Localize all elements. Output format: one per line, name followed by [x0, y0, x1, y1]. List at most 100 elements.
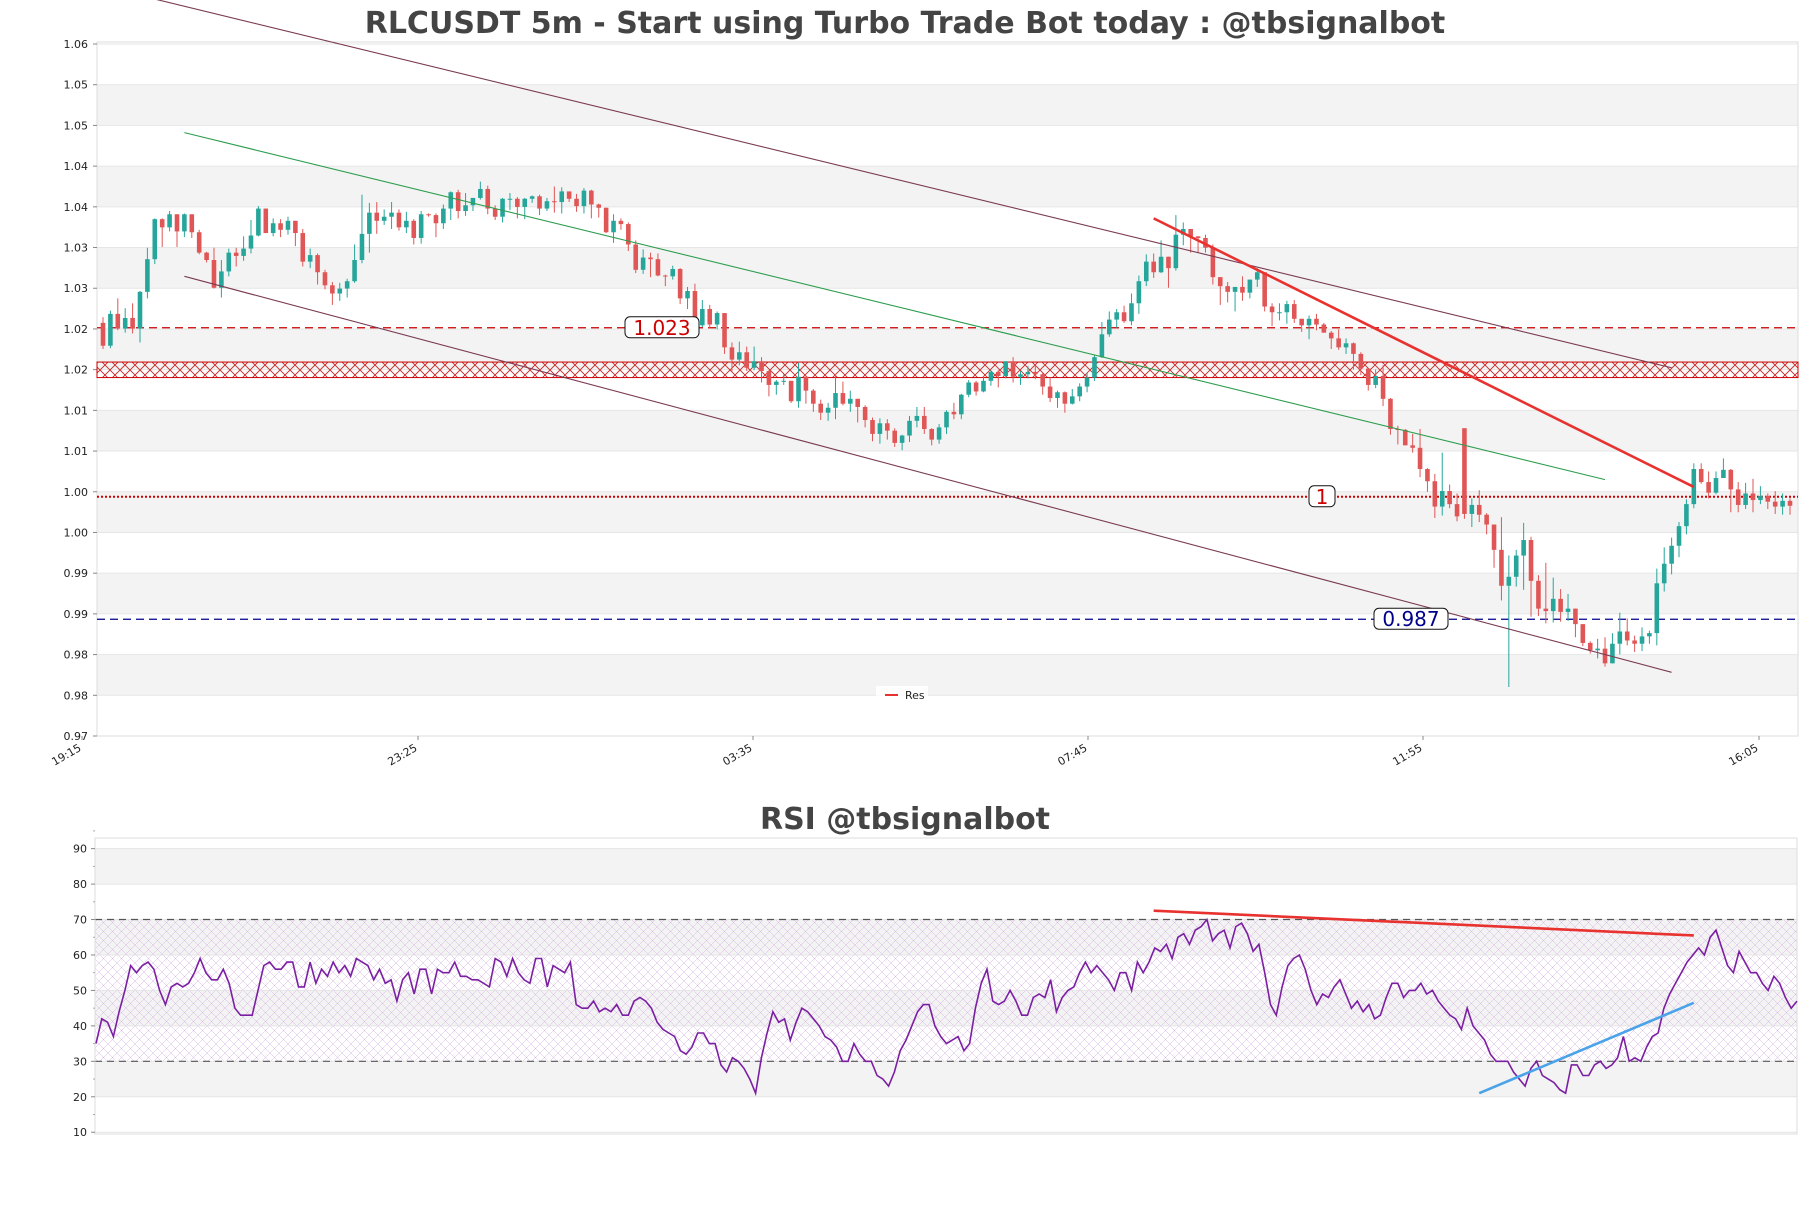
candle-body [929, 429, 934, 440]
candle-body [870, 420, 875, 434]
candle-body [233, 252, 239, 256]
rsi-y-axis: 10 20 30 40 50 60 70 80 90 [73, 830, 95, 1139]
candle-body [1336, 338, 1341, 348]
candle-body [1143, 261, 1149, 282]
candle-body [1380, 375, 1386, 399]
candle-body [1432, 481, 1438, 507]
candle-body [1240, 286, 1245, 293]
candle-body [1610, 643, 1615, 664]
y-tick-label: 1.04 [64, 160, 89, 173]
candle-body [1580, 624, 1586, 643]
rsi-resistance-line [1153, 909, 1694, 937]
y-tick-label: 1.05 [64, 79, 89, 92]
candle-body [951, 411, 957, 415]
grid-band [97, 166, 1798, 207]
candle-body [648, 257, 653, 260]
candle-body [1247, 279, 1253, 293]
rsi-lines [95, 909, 1798, 1097]
candle-body [1158, 256, 1164, 273]
level-label: 1 [1316, 485, 1329, 509]
candle-body [685, 291, 690, 299]
candle-body [877, 423, 883, 434]
candle-body [1513, 555, 1519, 577]
candle-body [722, 313, 727, 348]
candle-body [566, 191, 572, 199]
candle-body [167, 214, 172, 228]
rsi-y-tick-label: 80 [73, 878, 87, 891]
y-tick-label: 0.98 [64, 649, 89, 662]
level-label-box [624, 316, 700, 339]
candle-body [559, 191, 565, 203]
candle-body [492, 208, 498, 217]
main-plot-frame [96, 41, 1799, 737]
candle-body [1499, 549, 1504, 586]
candle-body [1114, 312, 1119, 320]
candle-body [988, 371, 994, 381]
candle-body [1454, 504, 1460, 517]
x-tick-label: 16:05 [1727, 741, 1761, 768]
candle-body [1698, 469, 1704, 483]
candle-body [1262, 272, 1267, 307]
candle-body [1388, 398, 1393, 430]
rsi-y-tick-label: 20 [73, 1091, 87, 1104]
candle-body [1358, 353, 1364, 369]
candle-body [396, 212, 402, 228]
candle-body [1351, 343, 1356, 354]
main-y-axis: 1.06 1.05 1.05 1.04 1.04 1.03 1.03 1.02 1.02 1.01… [64, 38, 97, 743]
candle-body [973, 382, 979, 392]
candle-body [1343, 343, 1349, 348]
candle-body [1062, 392, 1068, 404]
candle-body [159, 219, 165, 228]
candle-body [1136, 281, 1142, 304]
candle-body [1025, 371, 1031, 375]
rsi-y-tick-label: 50 [73, 984, 87, 997]
candle-body [1047, 386, 1053, 398]
y-tick-label: 1.00 [64, 526, 89, 539]
rsi-grid-band [95, 848, 1797, 885]
candle-body [270, 223, 276, 234]
y-tick-label: 1.05 [64, 119, 89, 132]
candle-body [1728, 469, 1734, 490]
candle-body [944, 411, 949, 428]
candle-body [1151, 261, 1156, 273]
legend-box [876, 686, 928, 704]
candle-body [322, 272, 328, 286]
x-tick-label: 23:25 [386, 741, 420, 768]
candle-body [626, 224, 631, 245]
candle-body [1032, 371, 1038, 375]
candle-body [707, 308, 713, 325]
candle-body [655, 259, 661, 276]
candle-body [441, 208, 446, 224]
rsi-y-tick-label: 40 [73, 1020, 87, 1033]
candle-body [1632, 640, 1637, 644]
candle-body [515, 198, 520, 207]
candle-body [1425, 469, 1430, 482]
candle-body [1328, 332, 1334, 339]
rsi-y-tick-label: 30 [73, 1055, 87, 1068]
candle-body [204, 252, 209, 260]
candle-body [1195, 236, 1201, 238]
candle-body [1269, 306, 1275, 313]
candle-body [196, 232, 202, 253]
candle-body [1787, 500, 1793, 506]
candle-body [381, 216, 387, 221]
grid-band [97, 247, 1798, 289]
candle-body [418, 214, 424, 238]
candle-body [1166, 256, 1171, 269]
rsi-y-tick-label: 60 [73, 949, 87, 962]
candle-body [848, 398, 853, 404]
candle-body [1173, 234, 1179, 269]
y-tick-label: 1.01 [64, 445, 89, 458]
candle-body [1099, 334, 1105, 358]
candle-body [330, 285, 335, 294]
grid-band [97, 573, 1798, 614]
candle-body [552, 201, 557, 203]
y-tick-label: 1.02 [64, 364, 89, 377]
candle-body [426, 214, 431, 216]
candle-body [1654, 583, 1660, 634]
candle-body [1661, 563, 1667, 584]
candle-body [411, 220, 417, 238]
legend-res-label: Res [905, 689, 925, 702]
resistance-trend-line [1153, 217, 1695, 489]
